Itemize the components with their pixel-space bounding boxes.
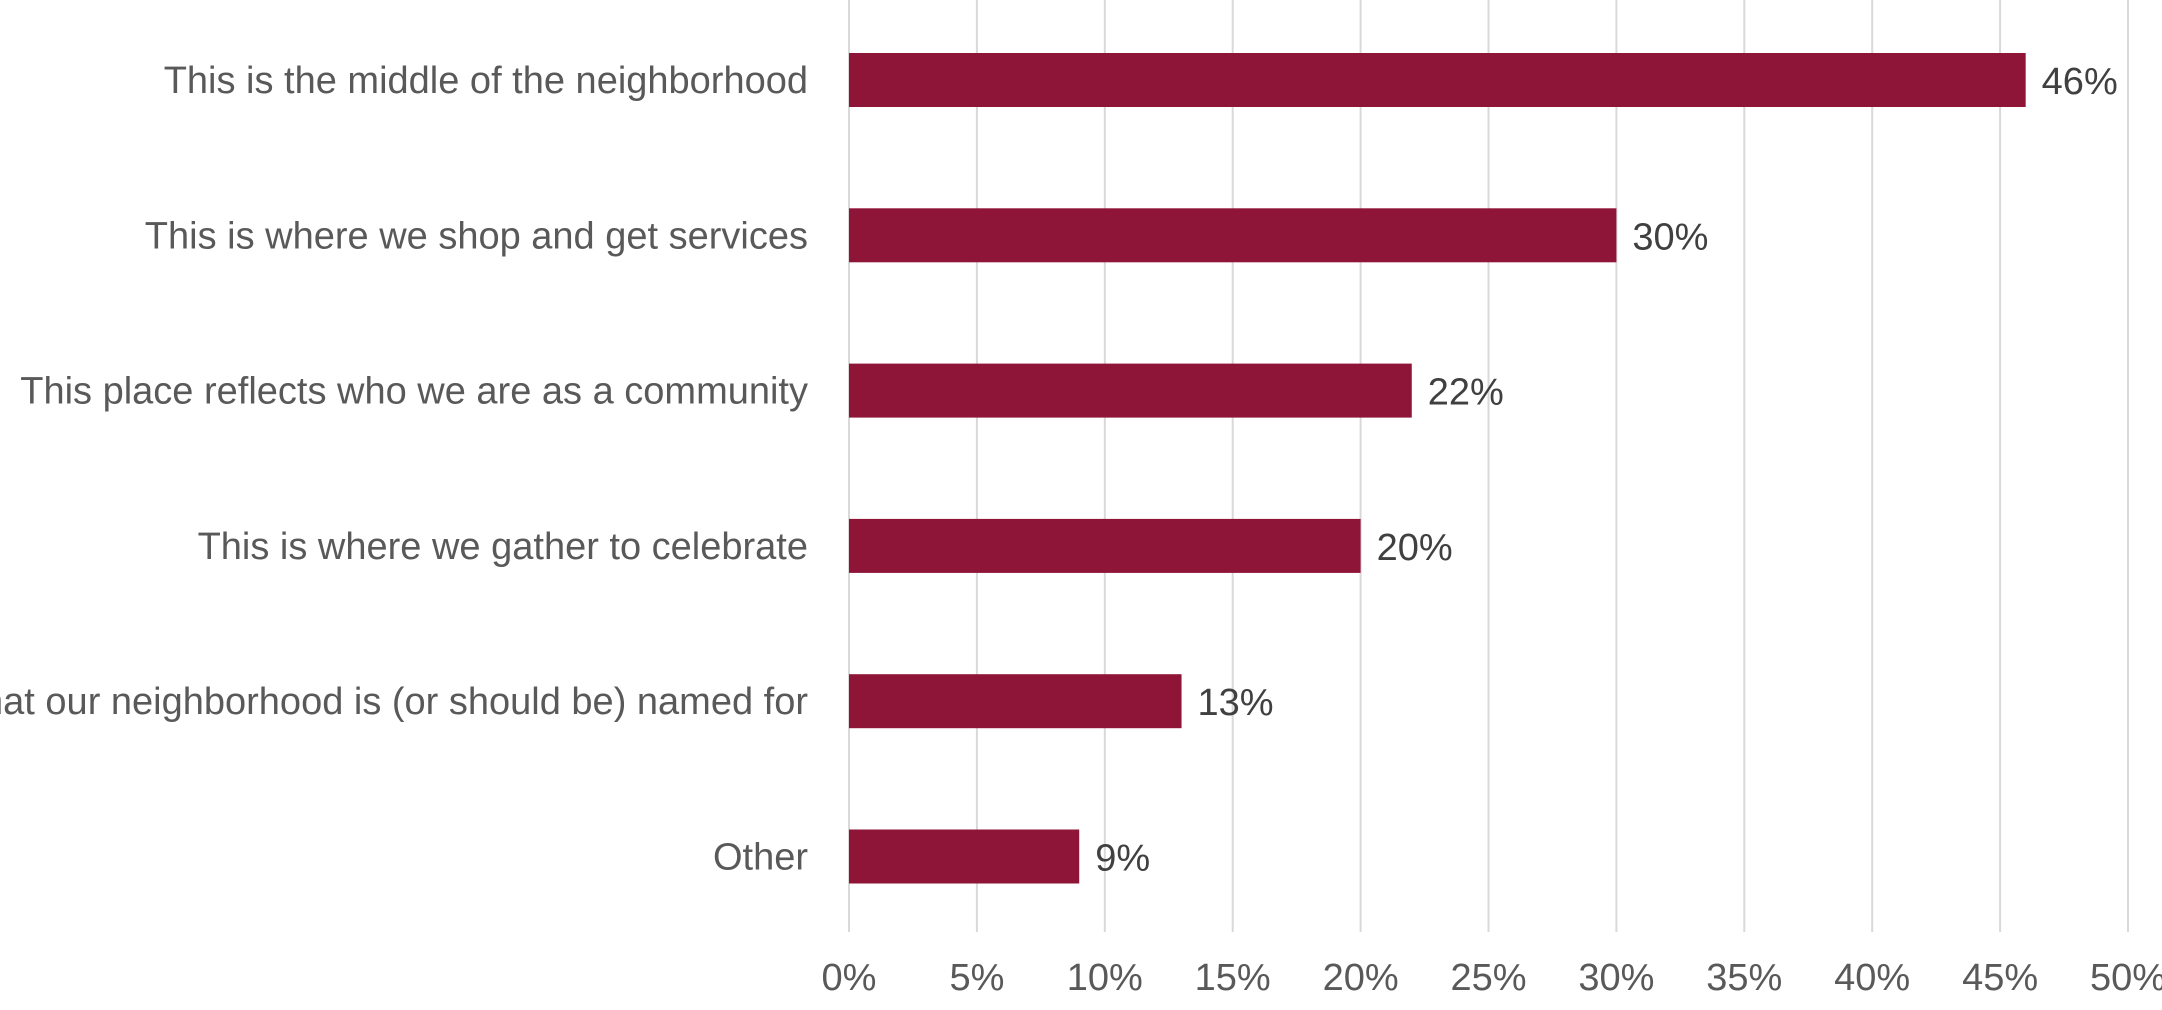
category-label: This is where we gather to celebrate [198, 526, 808, 568]
data-label: 46% [2042, 61, 2118, 103]
data-label: 30% [1632, 216, 1708, 258]
data-label: 22% [1428, 372, 1504, 414]
category-label: This is the middle of the neighborhood [164, 60, 808, 102]
bar [849, 363, 1412, 418]
x-tick-label: 15% [1195, 957, 1271, 999]
x-tick-label: 25% [1450, 957, 1526, 999]
x-tick-label: 20% [1323, 957, 1399, 999]
category-label: This place reflects who we are as a comm… [20, 371, 808, 413]
category-label: Other [713, 837, 808, 879]
data-label: 13% [1198, 682, 1274, 724]
bar [849, 53, 2026, 107]
data-label: 20% [1377, 527, 1453, 569]
x-tick-label: 10% [1067, 957, 1143, 999]
data-label: 9% [1095, 838, 1150, 880]
x-tick-label: 35% [1706, 957, 1782, 999]
category-labels: This is the middle of the neighborhood Th… [0, 60, 808, 879]
x-tick-label: 45% [1962, 957, 2038, 999]
bar [849, 829, 1080, 884]
x-axis-ticks: 0% 5% 10% 15% 20% 25% 30% 35% 40% 45% 50% [822, 957, 2162, 999]
category-label: This is what our neighborhood is (or sho… [0, 681, 808, 723]
value-labels: 46% 30% 22% 20% 13% 9% [1095, 61, 2118, 880]
category-label: This is where we shop and get services [145, 215, 808, 257]
bar [849, 518, 1361, 573]
x-tick-label: 0% [822, 957, 877, 999]
bar [849, 674, 1182, 729]
bars [849, 53, 2026, 884]
bar [849, 208, 1617, 263]
x-tick-label: 30% [1578, 957, 1654, 999]
x-tick-label: 5% [949, 957, 1004, 999]
gridlines [848, 0, 2129, 932]
x-tick-label: 50% [2090, 957, 2162, 999]
x-tick-label: 40% [1834, 957, 1910, 999]
